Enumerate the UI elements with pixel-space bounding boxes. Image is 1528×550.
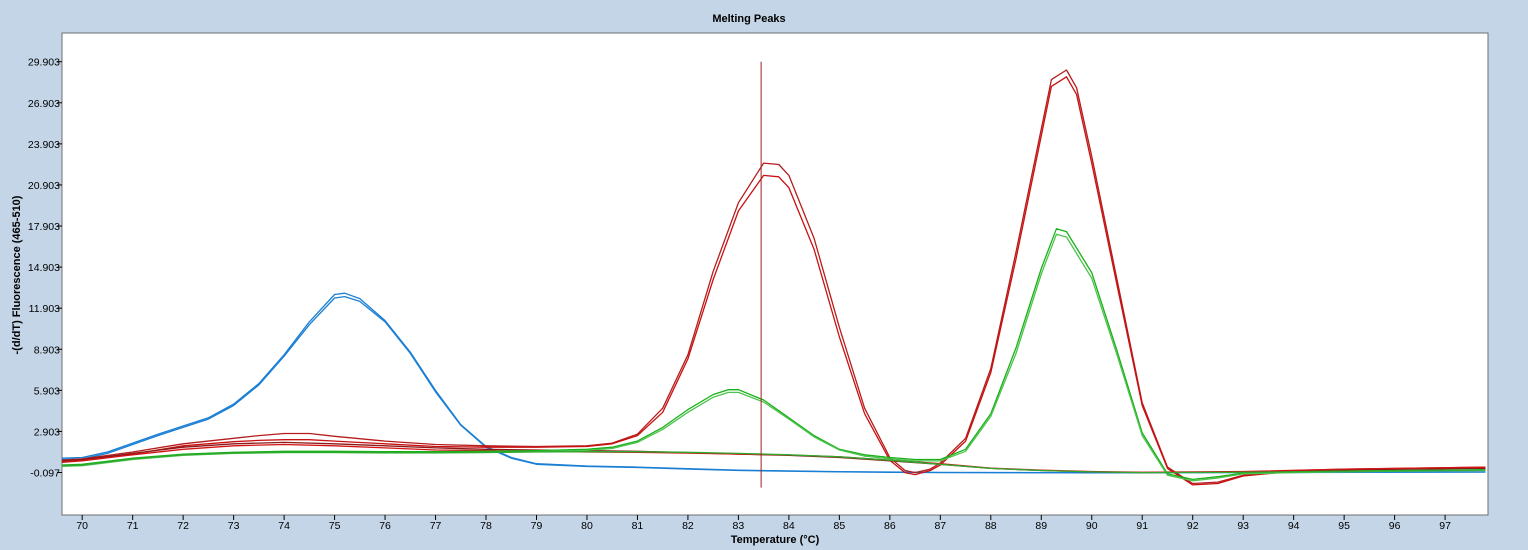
y-tick-label: 2.903 — [34, 426, 60, 438]
x-tick-label: 72 — [177, 520, 189, 532]
x-tick-label: 94 — [1288, 520, 1300, 532]
x-tick-label: 79 — [531, 520, 543, 532]
x-tick-label: 93 — [1237, 520, 1249, 532]
y-axis: -0.097 2.903 5.903 8.903 11.903 14.903 17.903 2… — [28, 57, 62, 480]
x-tick-label: 95 — [1338, 520, 1350, 532]
y-tick-label: 26.903 — [28, 98, 60, 110]
x-axis-label: Temperature (°C) — [731, 534, 820, 546]
x-tick-label: 70 — [76, 520, 88, 532]
x-tick-label: 84 — [783, 520, 795, 532]
x-tick-label: 83 — [733, 520, 745, 532]
x-tick-label: 89 — [1035, 520, 1047, 532]
y-tick-label: -0.097 — [30, 468, 60, 480]
x-tick-label: 92 — [1187, 520, 1199, 532]
x-tick-label: 85 — [834, 520, 846, 532]
x-tick-label: 76 — [379, 520, 391, 532]
x-tick-label: 91 — [1136, 520, 1148, 532]
series-line-4 — [61, 76, 1486, 486]
x-tick-label: 86 — [884, 520, 896, 532]
x-tick-label: 78 — [480, 520, 492, 532]
y-axis-label: -(d/dT) Fluorescence (465-510) — [11, 195, 23, 354]
y-tick-label: 29.903 — [28, 57, 60, 69]
x-axis: 70 71 72 73 74 75 76 77 78 79 80 81 82 83 84 85 86 87 88 89… — [76, 515, 1451, 532]
y-tick-label: 20.903 — [28, 180, 60, 192]
x-tick-label: 87 — [934, 520, 946, 532]
x-tick-label: 74 — [278, 520, 290, 532]
x-tick-label: 73 — [228, 520, 240, 532]
plot-area — [61, 32, 1489, 516]
y-tick-label: 5.903 — [34, 385, 60, 397]
x-tick-label: 96 — [1389, 520, 1401, 532]
x-tick-label: 97 — [1439, 520, 1451, 532]
series-line-2 — [61, 295, 1486, 474]
x-tick-label: 71 — [127, 520, 139, 532]
y-tick-label: 17.903 — [28, 221, 60, 233]
x-tick-label: 77 — [430, 520, 442, 532]
x-tick-label: 75 — [329, 520, 341, 532]
y-tick-label: 23.903 — [28, 139, 60, 151]
x-tick-label: 90 — [1086, 520, 1098, 532]
x-tick-label: 82 — [682, 520, 694, 532]
series-line-7 — [61, 228, 1486, 481]
y-tick-label: 14.903 — [28, 262, 60, 274]
x-tick-label: 80 — [581, 520, 593, 532]
y-tick-label: 11.903 — [29, 303, 60, 315]
x-tick-label: 81 — [632, 520, 644, 532]
x-tick-label: 88 — [985, 520, 997, 532]
y-tick-label: 8.903 — [34, 344, 60, 356]
series-layer — [61, 69, 1486, 486]
series-line-9 — [61, 451, 1486, 474]
chart-title: Melting Peaks — [712, 13, 785, 25]
